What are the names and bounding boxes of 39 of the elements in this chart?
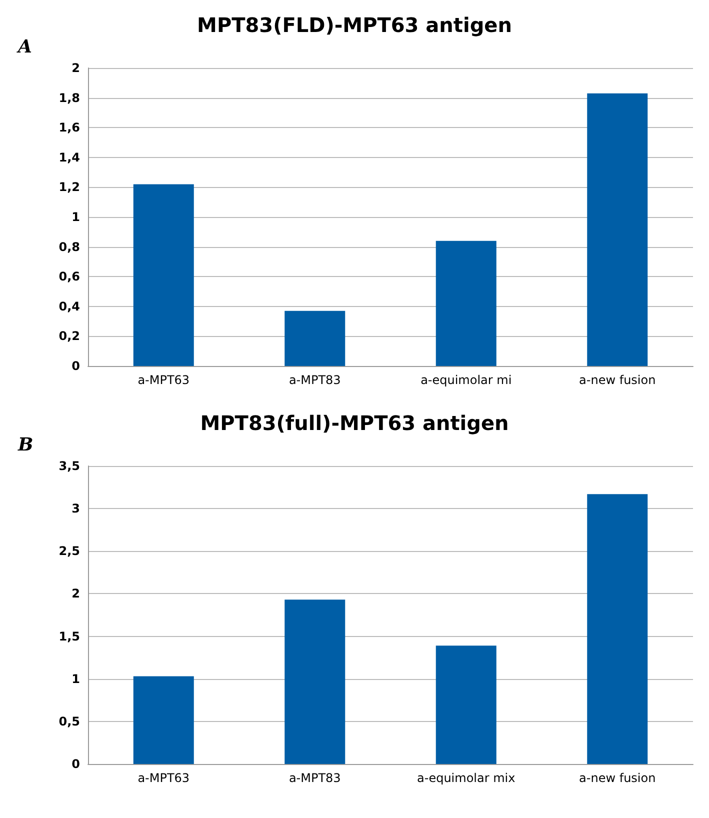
y-tick-label: 1 bbox=[72, 210, 80, 224]
y-tick-label: 1,5 bbox=[58, 629, 80, 644]
y-tick-label: 1,6 bbox=[58, 120, 80, 135]
bar bbox=[284, 600, 346, 764]
bar bbox=[587, 93, 648, 366]
bar bbox=[133, 184, 194, 366]
chart-title: MPT83(full)-MPT63 antigen bbox=[200, 411, 509, 435]
x-tick-label: a-MPT63 bbox=[138, 771, 190, 785]
y-tick-label: 0,2 bbox=[58, 329, 80, 344]
x-tick-label: a-MPT63 bbox=[138, 373, 190, 387]
y-tick-label: 0,6 bbox=[58, 270, 80, 284]
y-tick-label: 2 bbox=[72, 61, 80, 75]
x-tick-label: a-MPT83 bbox=[288, 771, 341, 785]
y-tick-label: 1,4 bbox=[58, 150, 80, 164]
y-tick-label: 0 bbox=[72, 757, 80, 771]
y-tick-label: 0,8 bbox=[58, 240, 80, 254]
text: A bbox=[16, 36, 32, 58]
x-tick-label: a-new fusion bbox=[579, 373, 656, 387]
bar bbox=[436, 240, 496, 366]
y-tick-label: 1,8 bbox=[58, 90, 80, 105]
x-tick-label: a-MPT83 bbox=[288, 373, 341, 387]
y-tick-label: 0,4 bbox=[58, 299, 80, 314]
bar bbox=[436, 646, 496, 764]
y-tick-label: 1 bbox=[72, 672, 80, 686]
y-tick-label: 0 bbox=[72, 359, 80, 373]
bar bbox=[284, 310, 346, 366]
y-tick-label: 2,5 bbox=[58, 544, 80, 558]
x-tick-label: a-new fusion bbox=[579, 771, 656, 785]
y-tick-label: 0,5 bbox=[58, 714, 80, 728]
y-tick-label: 2 bbox=[72, 586, 80, 601]
x-tick-label: a-equimolar mi bbox=[420, 373, 512, 387]
chart-title: MPT83(FLD)-MPT63 antigen bbox=[197, 13, 512, 37]
bar bbox=[133, 676, 194, 764]
x-tick-label: a-equimolar mix bbox=[417, 771, 516, 785]
y-tick-label: 1,2 bbox=[58, 180, 80, 194]
y-tick-label: 3,5 bbox=[58, 459, 80, 473]
text: B bbox=[17, 434, 34, 456]
bar bbox=[587, 494, 648, 764]
y-tick-label: 3 bbox=[72, 502, 80, 516]
